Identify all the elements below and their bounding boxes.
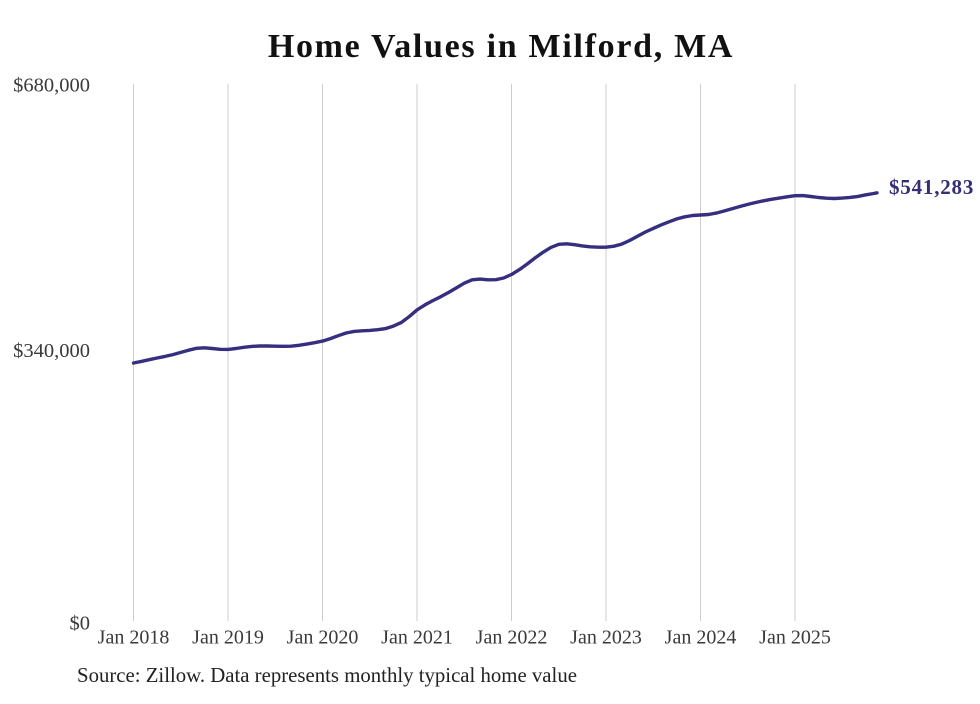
svg-text:Jan 2019: Jan 2019 [192, 627, 264, 649]
svg-text:$680,000: $680,000 [13, 75, 90, 97]
svg-text:Jan 2024: Jan 2024 [665, 627, 737, 649]
svg-text:Jan 2021: Jan 2021 [381, 627, 453, 649]
svg-text:Home Values in Milford, MA: Home Values in Milford, MA [268, 28, 734, 65]
svg-text:Source: Zillow. Data represent: Source: Zillow. Data represents monthly … [77, 664, 577, 687]
svg-text:Jan 2020: Jan 2020 [287, 627, 359, 649]
svg-text:Jan 2018: Jan 2018 [98, 627, 170, 649]
svg-text:Jan 2025: Jan 2025 [759, 627, 831, 649]
svg-text:$541,283: $541,283 [889, 175, 974, 199]
svg-text:Jan 2022: Jan 2022 [476, 627, 548, 649]
svg-text:$340,000: $340,000 [13, 340, 90, 362]
svg-text:Jan 2023: Jan 2023 [570, 627, 642, 649]
svg-text:$0: $0 [70, 613, 91, 635]
